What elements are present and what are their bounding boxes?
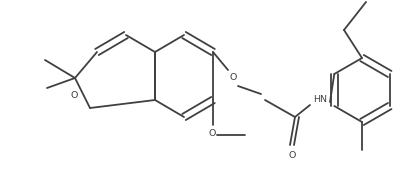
Text: O: O bbox=[288, 151, 296, 159]
Text: O: O bbox=[229, 73, 237, 83]
Text: HN: HN bbox=[313, 95, 327, 105]
Text: O: O bbox=[70, 90, 78, 100]
Text: O: O bbox=[208, 129, 216, 137]
